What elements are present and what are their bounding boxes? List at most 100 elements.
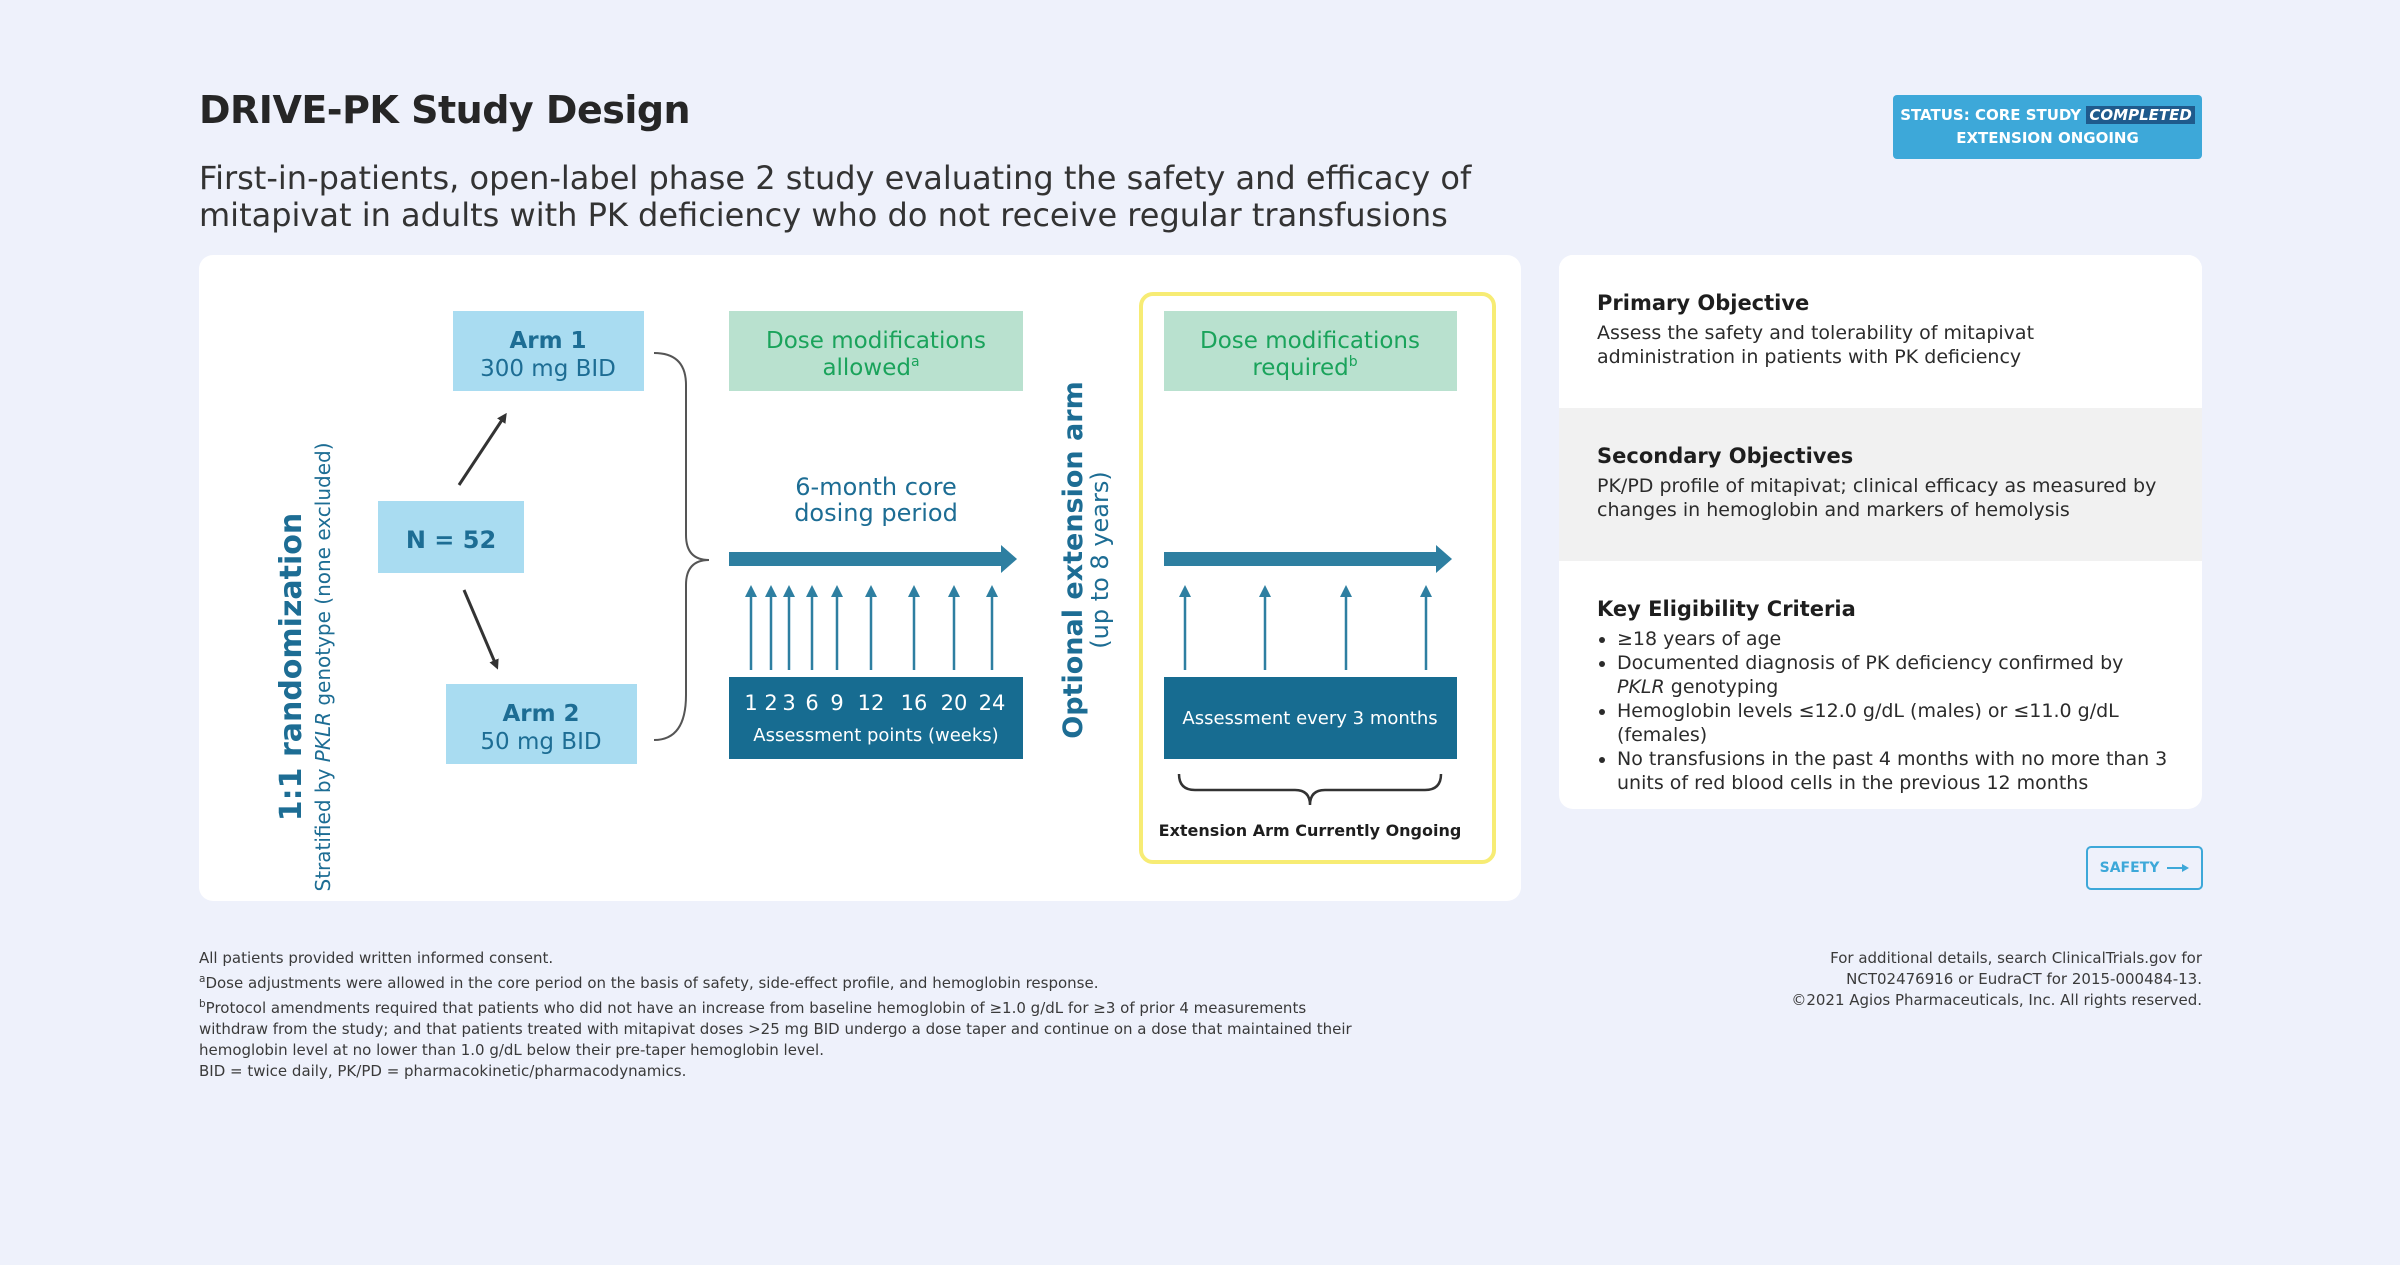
arrow-right-icon [2167,864,2190,872]
dose-mod-required-line2: requiredb [1252,354,1357,381]
secondary-objective-section: Secondary Objectives PK/PD profile of mi… [1559,408,2202,561]
copyright-line: ©2021 Agios Pharmaceuticals, Inc. All ri… [1791,991,2202,1009]
core-assessment-arrowhead [986,585,998,597]
ext-arrowhead-4 [1420,585,1432,597]
arm2-box [446,684,637,764]
status-line-1: STATUS: CORE STUDY COMPLETED [1893,104,2202,127]
extension-title: Optional extension arm [1058,381,1089,738]
week-label: 9 [830,691,843,715]
dose-mod-allowed-line1: Dose modifications [766,328,986,354]
ext-arrowhead-2 [1259,585,1271,597]
ext-arrowhead-1 [1179,585,1191,597]
randomization-title: 1:1 randomization [274,513,309,822]
week-label: 6 [805,691,818,715]
core-timeline-bar [729,552,1005,566]
footnote-b: bProtocol amendments required that patie… [199,994,1359,1061]
core-assessment-arrowhead [783,585,795,597]
status-core-label: STATUS: CORE STUDY [1900,106,2082,124]
assessment-every-box [1164,677,1457,759]
n-box [378,501,524,573]
arms-brace [653,352,710,741]
extension-highlight-frame [1139,292,1496,864]
extension-assessment-arrows [1179,585,1432,670]
footnote-a-mark: a [199,973,206,985]
stratified-prefix: Stratified by [311,762,335,891]
footnote-abbreviations: BID = twice daily, PK/PD = pharmacokinet… [199,1062,687,1080]
reference-notes: For additional details, search ClinicalT… [1700,948,2202,1011]
core-timeline-arrowhead [1001,545,1017,573]
week-label: 20 [941,691,968,715]
extension-timeline-arrowhead [1436,545,1452,573]
study-design-diagram: 1:1 randomization Stratified by PKLR gen… [274,292,1496,892]
status-line-2: EXTENSION ONGOING [1956,129,2139,147]
eligibility-item: No transfusions in the past 4 months wit… [1617,747,2197,795]
core-assessment-arrowhead [765,585,777,597]
eligibility-item: Documented diagnosis of PK deficiency co… [1617,651,2197,699]
eligibility-heading: Key Eligibility Criteria [1597,597,1856,621]
arrow-to-arm2 [462,589,499,670]
n-label: N = 52 [406,526,496,554]
arm1-box [453,311,644,391]
dose-mod-allowed-line2: alloweda [822,354,919,381]
core-assessment-arrowhead [745,585,757,597]
core-period-line2: dosing period [794,499,958,527]
eligibility-item: Hemoglobin levels ≤12.0 g/dL (males) or … [1617,699,2197,747]
eligibility-item-gene: PKLR [1617,676,1665,698]
assessment-weeks-box [729,677,1023,759]
core-assessment-arrowhead [865,585,877,597]
dose-mod-required-word: required [1252,355,1348,381]
core-assessment-arrowhead [806,585,818,597]
core-assessment-arrows [745,585,998,670]
eligibility-item-suffix: genotyping [1664,676,1779,698]
objectives-card: Primary Objective Assess the safety and … [1559,255,2202,809]
reference-line-2: NCT02476916 or EudraCT for 2015-000484-1… [1846,970,2202,988]
stratified-gene: PKLR [311,712,335,762]
dose-mod-allowed-sup: a [911,354,920,370]
core-period-line1: 6-month core [795,473,956,501]
dose-mod-allowed-word: allowed [822,355,911,381]
footnote-a: aDose adjustments were allowed in the co… [199,969,1399,994]
eligibility-item-text: Documented diagnosis of PK deficiency co… [1617,652,2124,674]
dose-mod-required-sup: b [1349,354,1358,370]
dose-mod-required-line1: Dose modifications [1200,328,1420,354]
core-assessment-arrowhead [908,585,920,597]
arrow-to-arm1 [457,412,507,486]
extension-duration: (up to 8 years) [1086,471,1114,648]
arm2-title: Arm 2 [502,701,579,727]
assessment-every-label: Assessment every 3 months [1182,708,1437,729]
ext-arrowhead-3 [1340,585,1352,597]
core-assessment-arrowhead [831,585,843,597]
week-label: 1 [744,691,757,715]
eligibility-item: ≥18 years of age [1617,627,2197,651]
week-labels: 1 2 3 6 9 12 16 20 24 [744,691,1005,715]
extension-ongoing-label: Extension Arm Currently Ongoing [1159,821,1462,840]
stratified-suffix: genotype (none excluded) [311,442,335,712]
week-label: 3 [782,691,795,715]
footnote-b-text: Protocol amendments required that patien… [199,999,1352,1059]
extension-brace [1177,773,1443,806]
status-badge: STATUS: CORE STUDY COMPLETED EXTENSION O… [1893,95,2202,159]
stratified-label: Stratified by PKLR genotype (none exclud… [311,442,335,891]
primary-objective-section: Primary Objective Assess the safety and … [1559,255,2202,408]
footnote-a-text: Dose adjustments were allowed in the cor… [205,974,1099,992]
week-label: 2 [764,691,777,715]
arm1-title: Arm 1 [509,328,586,354]
reference-line-1: For additional details, search ClinicalT… [1830,949,2202,967]
eligibility-list: ≥18 years of age Documented diagnosis of… [1597,627,2197,795]
study-design-card: 1:1 randomization Stratified by PKLR gen… [199,255,1521,901]
primary-objective-text: Assess the safety and tolerability of mi… [1597,322,2035,368]
assessment-points-label: Assessment points (weeks) [753,725,998,746]
week-label: 12 [858,691,885,715]
arm1-dose: 300 mg BID [480,356,616,382]
safety-nav-button[interactable]: SAFETY [2086,846,2203,890]
core-assessment-arrowhead [948,585,960,597]
page-title: DRIVE-PK Study Design [199,88,691,132]
status-completed-highlight: COMPLETED [2086,106,2195,124]
footnote-b-mark: b [199,998,206,1010]
footnotes: All patients provided written informed c… [199,948,1399,1082]
week-label: 24 [979,691,1006,715]
secondary-objective-text: PK/PD profile of mitapivat; clinical eff… [1597,475,2157,521]
dose-mod-required-box [1164,311,1457,391]
dose-mod-allowed-box [729,311,1023,391]
safety-button-label: SAFETY [2099,860,2160,876]
